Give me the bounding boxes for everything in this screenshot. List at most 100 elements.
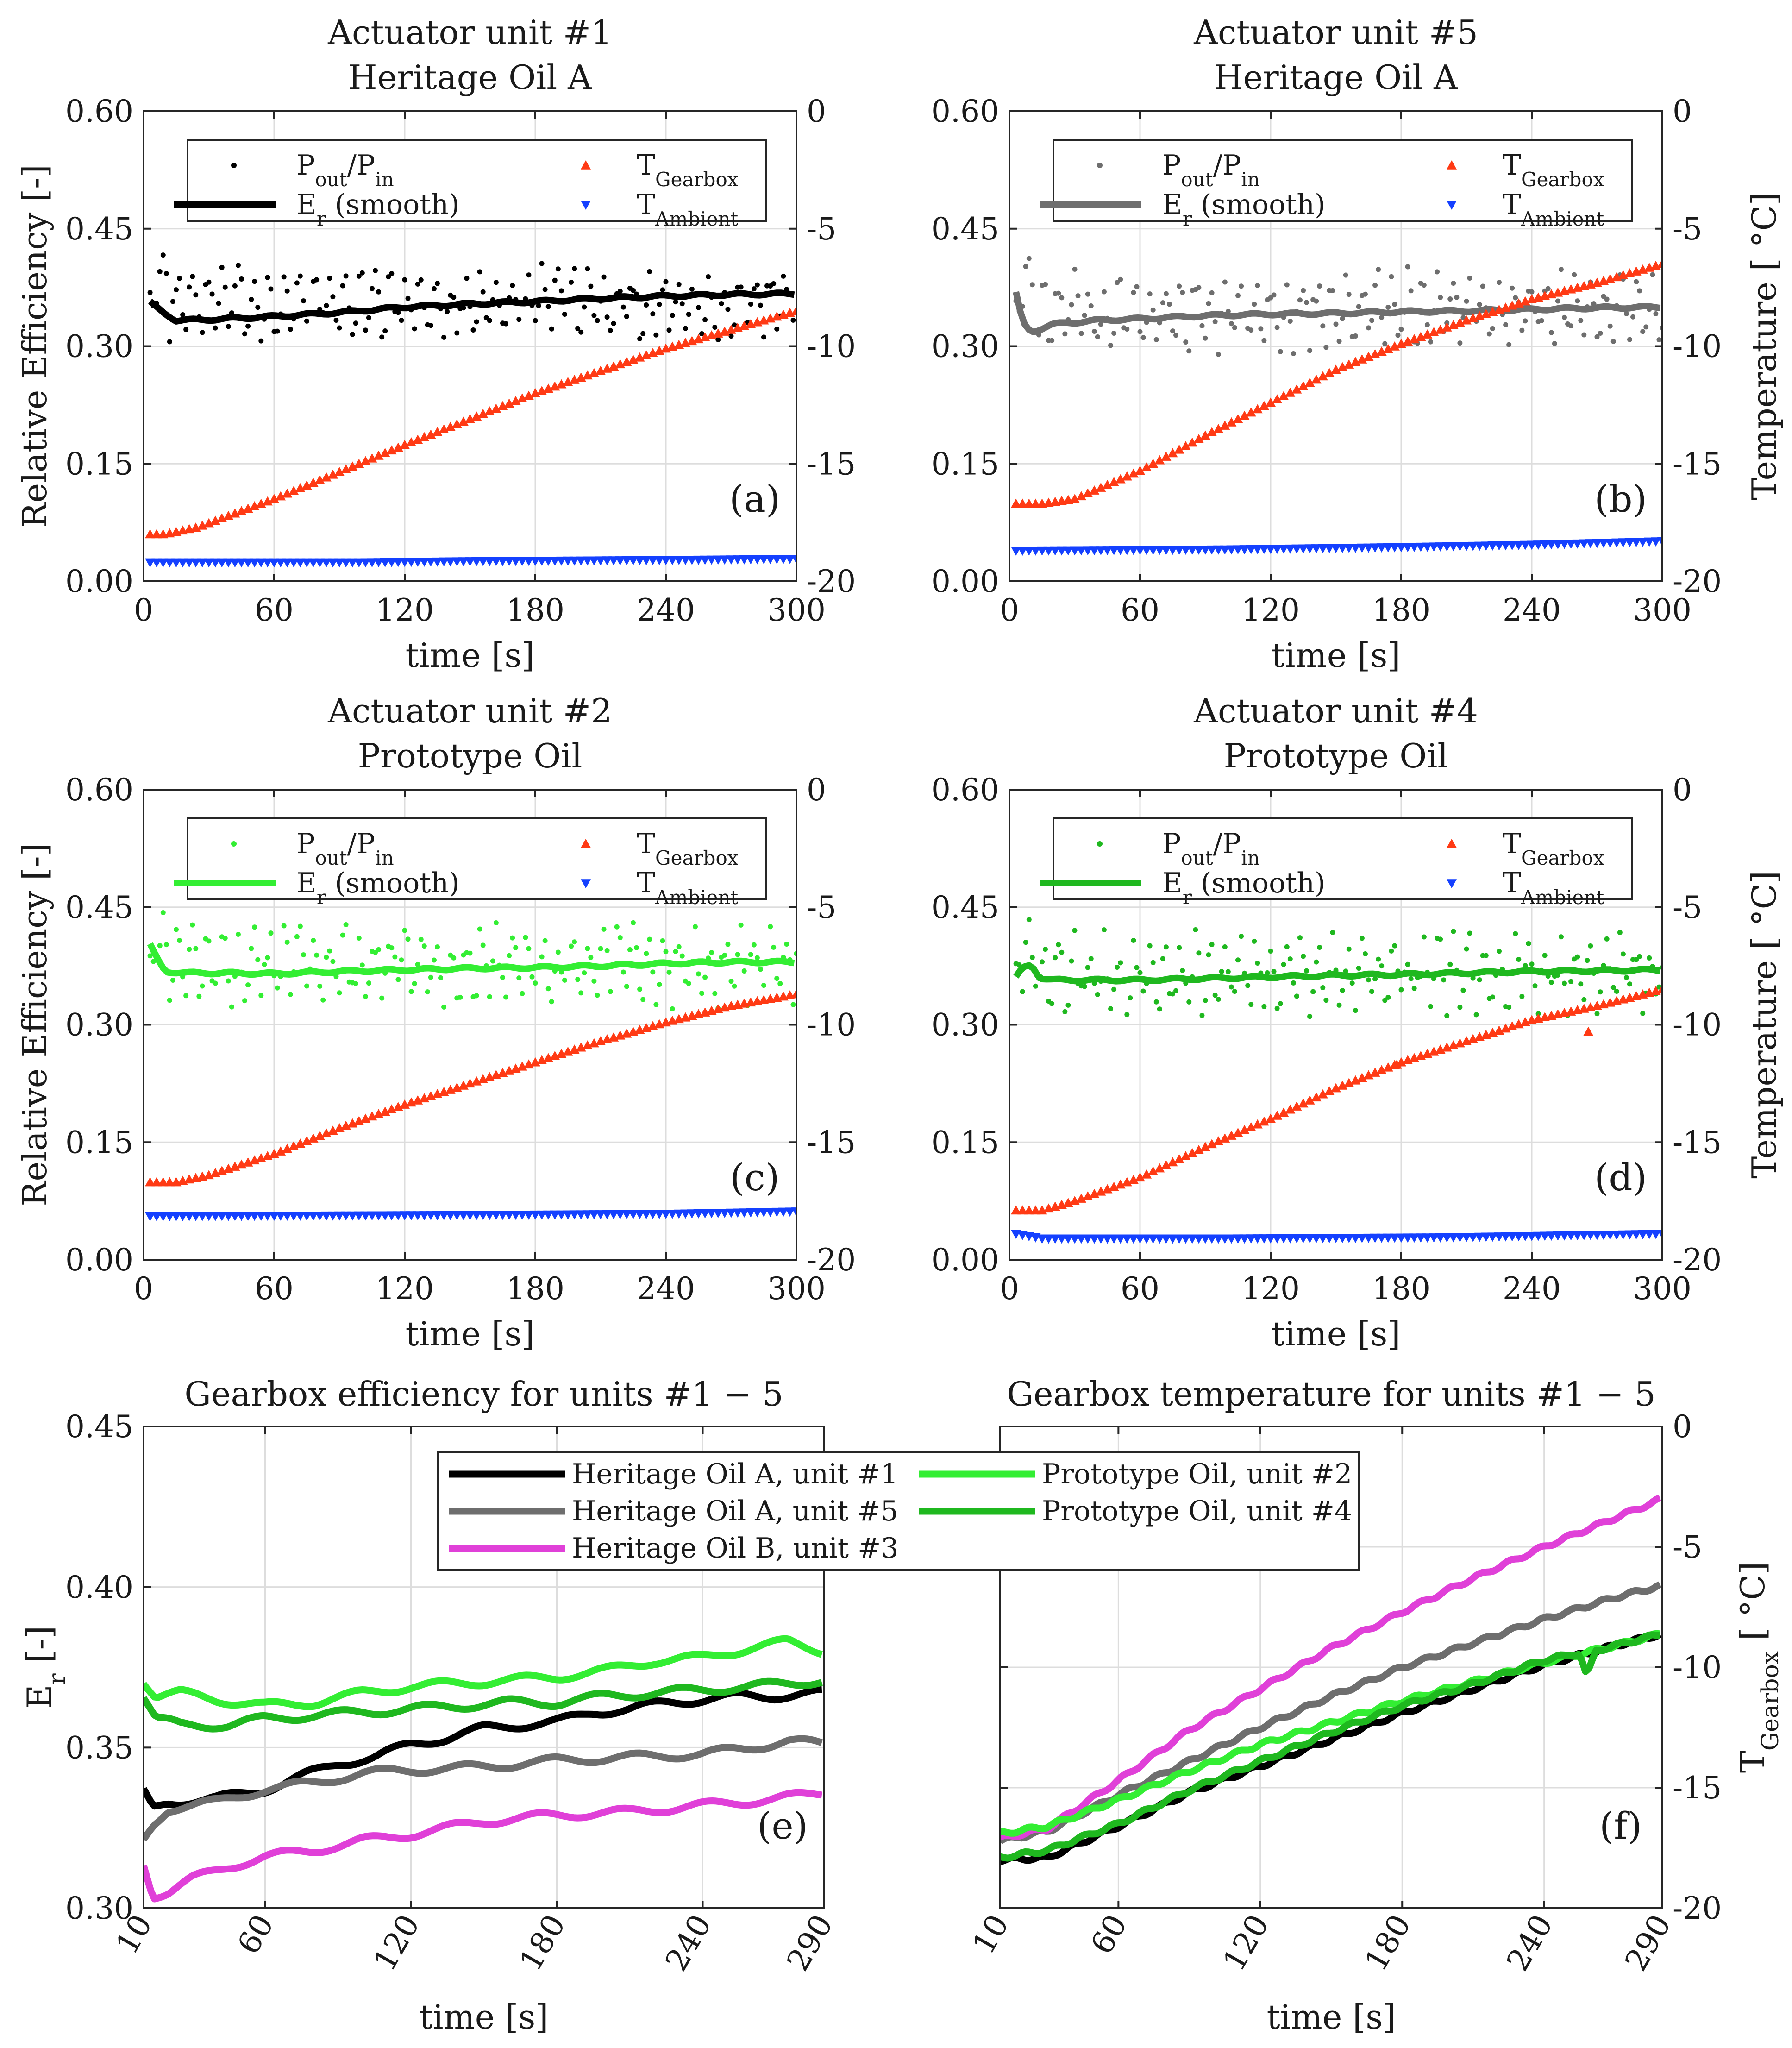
efficiency-point [1376, 956, 1381, 962]
efficiency-point [1477, 302, 1482, 308]
ambient-temp-marker [458, 1211, 469, 1220]
efficiency-point [183, 993, 189, 999]
efficiency-point [790, 1002, 796, 1007]
ambient-temp-marker [608, 1210, 619, 1219]
efficiency-point [686, 312, 691, 317]
ambient-temp-marker [190, 1212, 201, 1221]
efficiency-point [1353, 333, 1358, 339]
efficiency-point [297, 923, 303, 929]
ambient-temp-marker [451, 1211, 462, 1220]
ambient-temp-marker [426, 557, 436, 567]
efficiency-point [1389, 948, 1394, 954]
gearbox-temp-marker [1030, 498, 1041, 508]
y-tick-label: 0.30 [931, 329, 999, 364]
efficiency-point [435, 281, 440, 286]
y-right-tick-label: -10 [1673, 329, 1722, 364]
efficiency-point [160, 910, 166, 916]
efficiency-point [529, 974, 535, 980]
y-tick-label: 0.00 [65, 564, 133, 599]
efficiency-point [1173, 333, 1179, 338]
gearbox-temp-marker [1207, 427, 1217, 437]
ambient-temp-marker [1631, 538, 1642, 547]
ambient-temp-marker [1030, 546, 1041, 556]
gearbox-temp-marker [1657, 984, 1662, 994]
gearbox-temp-marker [1246, 1122, 1256, 1131]
efficiency-point [366, 315, 371, 320]
efficiency-point [412, 981, 417, 986]
efficiency-point [1085, 291, 1090, 297]
efficiency-point [392, 954, 398, 960]
y-tick-label: 0.00 [931, 564, 999, 599]
legend-triangle-down-icon [581, 201, 591, 210]
efficiency-point [604, 948, 610, 953]
panel-label: (e) [757, 1804, 808, 1847]
gearbox-temp-marker [1383, 1062, 1393, 1072]
gearbox-temp-marker [386, 1104, 397, 1113]
efficiency-point [595, 993, 600, 998]
ambient-temp-marker [537, 557, 547, 566]
ambient-temp-marker [171, 558, 182, 568]
efficiency-point [1203, 335, 1208, 341]
gearbox-temp-marker [308, 1133, 319, 1143]
gearbox-temp-marker [321, 1128, 332, 1137]
ambient-temp-marker [197, 558, 207, 568]
efficiency-point [1163, 291, 1169, 296]
efficiency-point [1128, 995, 1133, 1001]
ambient-temp-marker [550, 556, 560, 566]
gearbox-temp-marker [517, 393, 527, 402]
ambient-temp-marker [1611, 1230, 1622, 1240]
efficiency-point [1451, 929, 1456, 934]
efficiency-point [657, 982, 662, 987]
gearbox-temp-marker [1011, 498, 1021, 508]
legend-label: Prototype Oil, unit #4 [1042, 1495, 1352, 1527]
gearbox-temp-marker [1272, 1110, 1283, 1120]
efficiency-point [644, 951, 649, 956]
y-right-tick-label: -15 [1673, 1770, 1722, 1806]
efficiency-point [1147, 943, 1153, 949]
efficiency-point [1053, 955, 1058, 961]
efficiency-point [1510, 285, 1515, 291]
chart-title: Gearbox temperature for units #1 − 5 [1007, 1375, 1655, 1413]
efficiency-point [1271, 292, 1277, 298]
efficiency-point [1548, 980, 1554, 985]
gearbox-temp-marker [1220, 421, 1230, 430]
ambient-temp-marker [256, 558, 266, 568]
gearbox-temp-marker [1370, 349, 1380, 358]
ambient-temp-marker [1063, 1234, 1073, 1244]
efficiency-point [1486, 331, 1492, 337]
ambient-temp-marker [380, 558, 390, 567]
efficiency-point [206, 938, 212, 944]
ambient-temp-marker [661, 556, 671, 565]
efficiency-point [1581, 997, 1587, 1002]
efficiency-point [1043, 282, 1048, 287]
efficiency-point [761, 983, 766, 988]
efficiency-point [1637, 954, 1642, 959]
efficiency-point [650, 311, 656, 317]
efficiency-point [533, 318, 538, 323]
ambient-temp-marker [177, 1212, 188, 1221]
efficiency-point [386, 274, 391, 280]
ambient-temp-marker [1220, 1234, 1230, 1244]
efficiency-point [1062, 331, 1068, 337]
gearbox-temp-marker [1200, 1142, 1210, 1151]
ambient-temp-marker [1416, 542, 1426, 552]
legend-box [437, 1451, 1360, 1571]
ambient-temp-marker [236, 558, 247, 568]
efficiency-point [1610, 985, 1616, 990]
gearbox-temp-marker [1089, 485, 1100, 495]
efficiency-point [670, 313, 675, 318]
efficiency-point [647, 269, 652, 274]
series-line-prototype-oil-unit-2 [144, 1635, 823, 1710]
ambient-temp-marker [1122, 1234, 1132, 1244]
ambient-temp-marker [1324, 544, 1335, 553]
efficiency-point [1627, 337, 1632, 342]
efficiency-point [653, 332, 659, 338]
y-tick-label: 0.30 [65, 1007, 133, 1043]
efficiency-point [702, 317, 708, 322]
ambient-temp-marker [262, 558, 273, 568]
gearbox-temp-marker [1207, 1139, 1217, 1149]
ambient-temp-marker [321, 558, 332, 568]
series-er-smooth- [1013, 962, 1661, 985]
ambient-temp-marker [465, 1211, 475, 1220]
gearbox-temp-marker [1226, 417, 1237, 427]
